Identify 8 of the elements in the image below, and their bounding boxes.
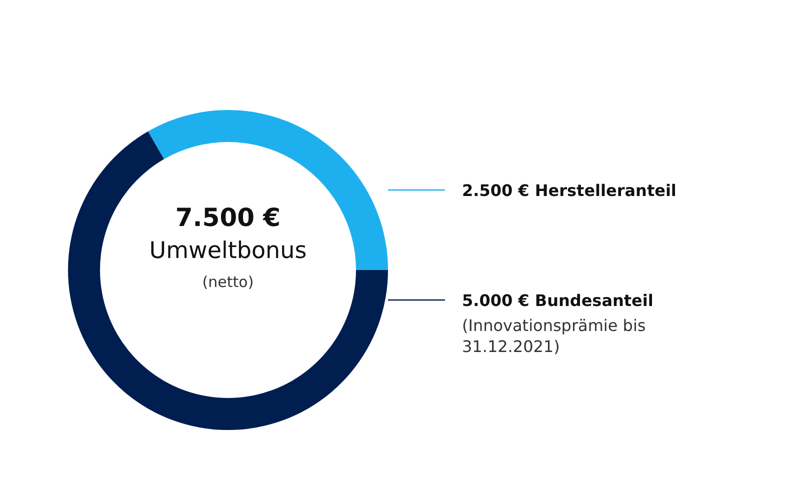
text: Umweltbonus	[149, 238, 307, 264]
donut-slice	[68, 131, 388, 430]
text: 7.500 €	[175, 203, 281, 232]
donut-slice	[148, 110, 388, 270]
slice-label: 5.000 € Bundesanteil	[462, 291, 654, 310]
text: (netto)	[202, 273, 254, 291]
text: (Innovationsprämie bis 31.12.2021)	[462, 316, 646, 356]
slice-label: 2.500 € Herstelleranteil	[462, 181, 676, 200]
